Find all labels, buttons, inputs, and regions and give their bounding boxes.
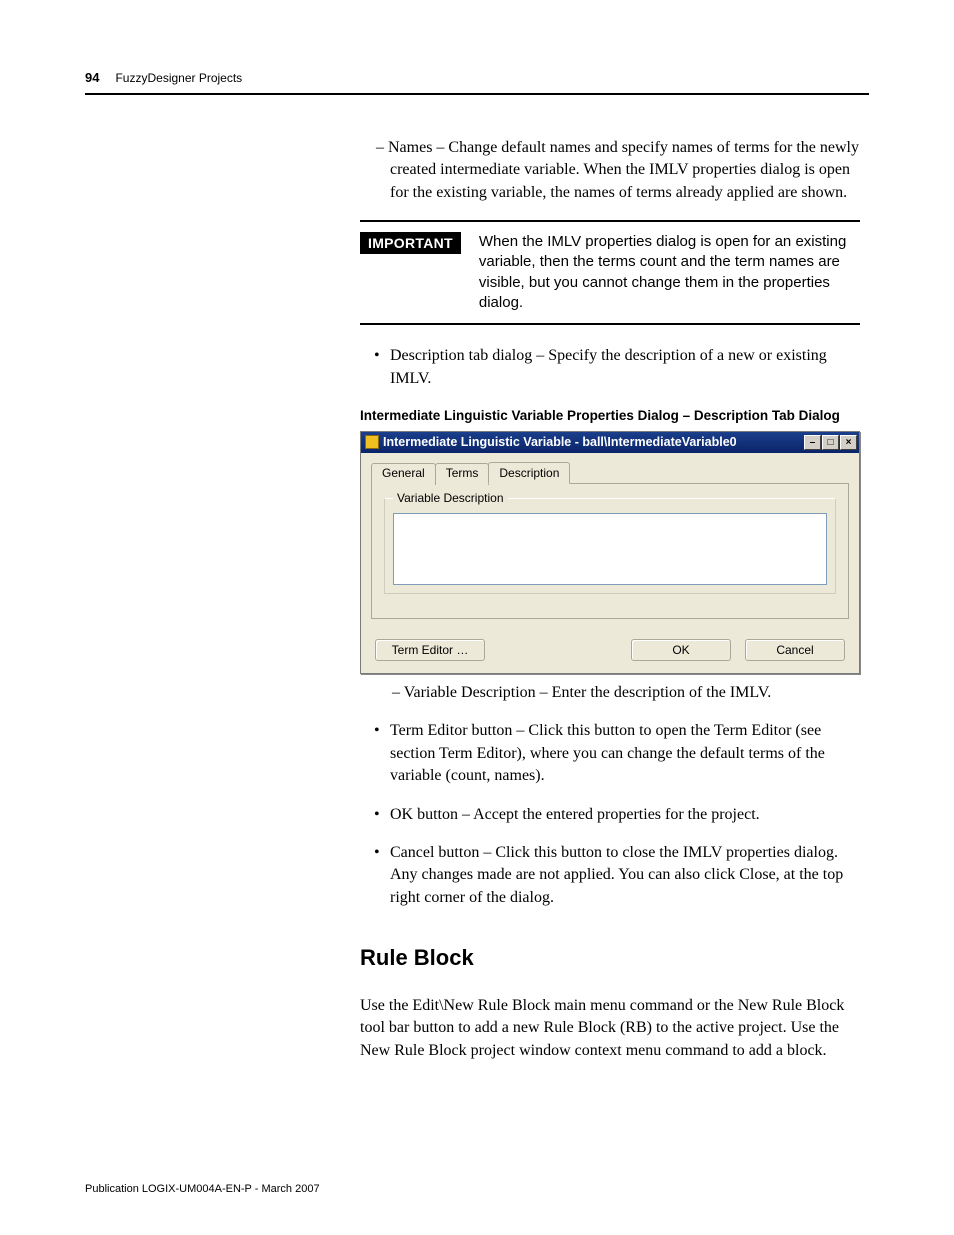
figure-caption: Intermediate Linguistic Variable Propert… [360, 408, 860, 423]
tab-panel: Variable Description [371, 484, 849, 619]
dialog-body: General Terms Description Variable Descr… [361, 453, 859, 629]
minimize-button[interactable]: – [804, 435, 821, 450]
ok-cancel-group: OK Cancel [631, 639, 845, 661]
page-number: 94 [85, 70, 99, 85]
cancel-button[interactable]: Cancel [745, 639, 845, 661]
variable-description-group: Variable Description [384, 498, 836, 594]
dialog-button-row: Term Editor … OK Cancel [361, 629, 859, 673]
properties-dialog: Intermediate Linguistic Variable - ball\… [360, 431, 860, 674]
tab-terms[interactable]: Terms [435, 463, 490, 485]
description-textarea[interactable] [393, 513, 827, 585]
tabs-row: General Terms Description [371, 461, 849, 484]
close-button[interactable]: × [840, 435, 857, 450]
publication-footer: Publication LOGIX-UM004A-EN-P - March 20… [85, 1183, 320, 1195]
tab-general[interactable]: General [371, 463, 436, 485]
groupbox-label: Variable Description [393, 491, 508, 505]
variable-description-item: – Variable Description – Enter the descr… [360, 682, 860, 704]
important-box: IMPORTANT When the IMLV properties dialo… [360, 220, 860, 325]
content-column: – Names – Change default names and speci… [360, 137, 860, 1062]
names-item: – Names – Change default names and speci… [360, 137, 860, 204]
chapter-title: FuzzyDesigner Projects [115, 71, 242, 85]
tab-description[interactable]: Description [488, 462, 570, 484]
description-tab-bullet: Description tab dialog – Specify the des… [360, 345, 860, 390]
dialog-titlebar: Intermediate Linguistic Variable - ball\… [361, 432, 859, 453]
term-editor-bullet: Term Editor button – Click this button t… [360, 720, 860, 787]
rule-block-body: Use the Edit\New Rule Block main menu co… [360, 995, 860, 1062]
page: 94 FuzzyDesigner Projects – Names – Chan… [0, 0, 954, 1116]
names-item-text: Names – Change default names and specify… [388, 139, 859, 201]
important-label: IMPORTANT [360, 232, 461, 254]
ok-button[interactable]: OK [631, 639, 731, 661]
page-header: 94 FuzzyDesigner Projects [85, 70, 869, 91]
ok-bullet: OK button – Accept the entered propertie… [360, 804, 860, 826]
important-text: When the IMLV properties dialog is open … [479, 232, 860, 313]
dialog-app-icon [365, 435, 379, 449]
term-editor-button[interactable]: Term Editor … [375, 639, 485, 661]
variable-description-text: Variable Description – Enter the descrip… [404, 684, 771, 701]
maximize-button[interactable]: □ [822, 435, 839, 450]
dialog-title-text: Intermediate Linguistic Variable - ball\… [383, 435, 800, 449]
cancel-bullet: Cancel button – Click this button to clo… [360, 842, 860, 909]
rule-block-heading: Rule Block [360, 945, 860, 971]
header-rule [85, 93, 869, 95]
window-buttons: – □ × [804, 435, 857, 450]
